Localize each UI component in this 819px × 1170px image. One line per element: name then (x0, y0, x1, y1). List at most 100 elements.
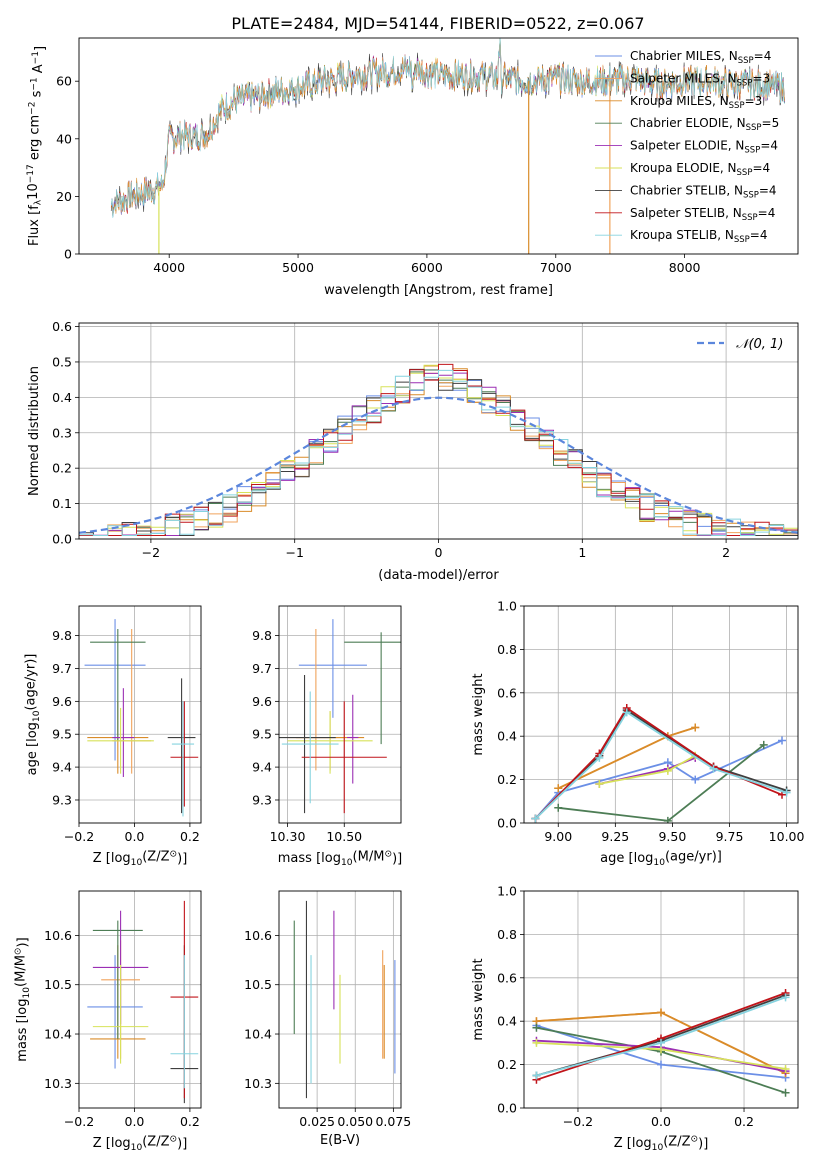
age_vs_z-ylabel-part: (age/yr)] (24, 654, 39, 711)
mass_vs_z-errorbars (87, 900, 199, 1104)
spectrum-ytick-label: 60 (56, 74, 72, 89)
weight_vs_age-marker (759, 740, 768, 749)
legend-entry-sub: SSP (734, 235, 750, 245)
residuals-xtick-label: −2 (142, 545, 160, 560)
legend-entry-name: Salpeter ELODIE, N (630, 139, 744, 153)
mass_vs_z-ytick-label: 10.3 (44, 1076, 72, 1091)
legend-entry-suffix: =3 (745, 94, 763, 108)
weight_vs_z-ytick-label: 0.6 (497, 970, 517, 985)
weight_vs_age-xtick-label: 9.00 (544, 829, 572, 844)
spectrum-xlabel: wavelength [Angstrom, rest frame] (324, 283, 553, 298)
mass_vs_z-xtick-label: 0.2 (180, 1114, 200, 1129)
legend-entry: Salpeter STELIB, NSSP=4 (630, 206, 775, 223)
weight_vs_z-marker (781, 1088, 790, 1097)
spectrum-line-kroupa-stelib (110, 38, 785, 218)
mass_vs_ebv-xlabel: E(B-V) (320, 1133, 360, 1148)
age_vs_z-errorbars (84, 619, 199, 817)
weight_vs_z-ytick-label: 1.0 (497, 884, 517, 899)
histogram-kroupa-stelib (79, 369, 798, 536)
weight_vs_age-ytick-label: 0.8 (497, 642, 517, 657)
age_vs_mass-ytick-label: 9.3 (252, 792, 272, 807)
weight_vs_age-ytick-label: 0.6 (497, 685, 517, 700)
mass_vs_z-xlabel-part: )] (177, 1136, 187, 1151)
age_vs_z-ytick-label: 9.3 (52, 792, 72, 807)
age_vs_z-xlabel-part: 10 (131, 858, 143, 868)
mass_vs_z-xlabel-part: Z [log (93, 1136, 131, 1151)
weight_vs_age-ytick-label: 0.4 (497, 729, 517, 744)
mass_vs_z-ytick-label: 10.4 (44, 1027, 72, 1042)
age_vs_mass-ytick-label: 9.5 (252, 727, 272, 742)
legend-entry-suffix: =5 (762, 116, 780, 130)
age_vs_z-xtick-label: 0.0 (125, 829, 145, 844)
mass_vs_ebv-ytick-label: 10.3 (244, 1076, 272, 1091)
spectrum-lines (110, 38, 785, 254)
mass_vs_ebv-axes: 0.025 0.050 0.075 10.3 10.4 10.5 10.6 E(B-V) (244, 890, 411, 1148)
residual-histograms (79, 363, 798, 536)
weight_vs_age-ytick-label: 0.0 (497, 816, 517, 831)
legend-entry-name: Salpeter STELIB, N (630, 206, 742, 220)
legend-entry-sub: SSP (737, 168, 753, 178)
weight_vs_age-marker (531, 814, 540, 823)
age_vs_mass-xtick-label: 10.30 (270, 829, 306, 844)
weight_vs_z-marker (532, 1038, 541, 1047)
mass_vs_ebv-ytick-label: 10.6 (244, 928, 272, 943)
legend-entry-name: Kroupa STELIB, N (630, 228, 734, 242)
spectrum-xtick-label: 8000 (669, 260, 701, 275)
weight_vs_age-xlabel-part: (age/yr)] (665, 850, 722, 865)
weight_vs_z-marker (532, 1071, 541, 1080)
legend-entry-suffix: =4 (752, 161, 770, 175)
legend-entry-name: Kroupa MILES, N (630, 94, 729, 108)
weight_vs_z-ytick-label: 0.2 (497, 1057, 517, 1072)
legend-entry: Chabrier STELIB, NSSP=4 (630, 183, 777, 200)
weight_vs_z-frame (523, 890, 799, 1109)
legend-entry-suffix: =3 (752, 71, 770, 85)
mass_vs_z-ylabel-part: ⊙ (14, 947, 24, 955)
legend-entry-name: Chabrier ELODIE, N (630, 116, 746, 130)
weight_vs_age-lines (531, 703, 791, 823)
age_vs_z-frame (78, 605, 202, 824)
legend-entry-suffix: =4 (758, 206, 776, 220)
residuals-xlabel: (data-model)/error (378, 568, 499, 583)
legend-entry-name: Salpeter MILES, N (630, 71, 737, 85)
mass_vs_ebv-ytick-label: 10.5 (244, 977, 272, 992)
legend-entry-suffix: =4 (754, 49, 772, 63)
weight_vs_z-ytick-label: 0.0 (497, 1101, 517, 1116)
legend-entry-sub: SSP (737, 78, 753, 88)
legend-entry-name: Chabrier STELIB, N (630, 183, 743, 197)
age_vs_mass-ytick-label: 9.8 (252, 628, 272, 643)
spectrum-frame (78, 37, 799, 255)
age_vs_z-ytick-label: 9.6 (52, 694, 72, 709)
residuals-ylabel: Normed distribution (27, 366, 42, 496)
age_vs_z-ytick-label: 9.4 (52, 760, 72, 775)
weight_vs_age-xtick-label: 10.00 (769, 829, 805, 844)
legend-entry: Kroupa STELIB, NSSP=4 (630, 228, 768, 245)
weight_vs_age-xlabel: age [log10(age/yr)] (600, 850, 722, 869)
weight_vs_age-marker (554, 803, 563, 812)
legend-entry-suffix: =4 (760, 139, 778, 153)
age_vs_mass-ytick-label: 9.4 (252, 760, 272, 775)
mass_vs_z-xlabel-part: (Z/Z (142, 1135, 169, 1150)
weight_vs_age-xtick-label: 9.75 (716, 829, 744, 844)
weight_vs_age-ytick-label: 1.0 (497, 599, 517, 614)
mass_vs_z-ylabel-part: 10 (22, 987, 32, 999)
mass_vs_z-ylabel-part: mass [log (15, 999, 30, 1062)
spectrum-xtick-label: 6000 (411, 260, 443, 275)
weight_vs_age-axes: 9.00 9.25 9.50 9.75 10.00 0.0 0.2 0.4 0.6 0.8 1.0 a… (471, 599, 805, 869)
weight_vs_age-marker (595, 753, 604, 762)
spectrum-ylabel-part: s (29, 90, 44, 101)
weight_vs_z-xlabel-part: )] (698, 1136, 708, 1151)
weight_vs_age-xlabel-part: 10 (653, 858, 665, 868)
weight_vs_z-xlabel-part: 10 (652, 1143, 664, 1153)
legend-entry: Kroupa MILES, NSSP=3 (630, 94, 762, 111)
weight_vs_z-marker (781, 1064, 790, 1073)
legend-entry: Chabrier ELODIE, NSSP=5 (630, 116, 779, 133)
age_vs_mass-xlabel-part: mass [log (278, 851, 341, 866)
weight_vs_age-xtick-label: 9.25 (601, 829, 629, 844)
weight_vs_age-marker (663, 816, 672, 823)
weight_vs_age-marker (782, 788, 791, 797)
spectrum-ytick-label: 40 (56, 131, 72, 146)
age_vs_z-axes: −0.2 0.0 0.29.39.49.59.69.79.8Z [log10(Z/Z… (24, 605, 202, 868)
age_vs_mass-axes: 10.30 10.50 9.3 9.4 9.5 9.6 9.7 9.8 mass [log10(… (252, 605, 402, 868)
weight_vs_age-xlabel-part: age [log (600, 851, 653, 866)
spectrum-axes: 4000 5000 6000 7000 8000 0 20 40 60 wavelength [A… (26, 37, 799, 298)
